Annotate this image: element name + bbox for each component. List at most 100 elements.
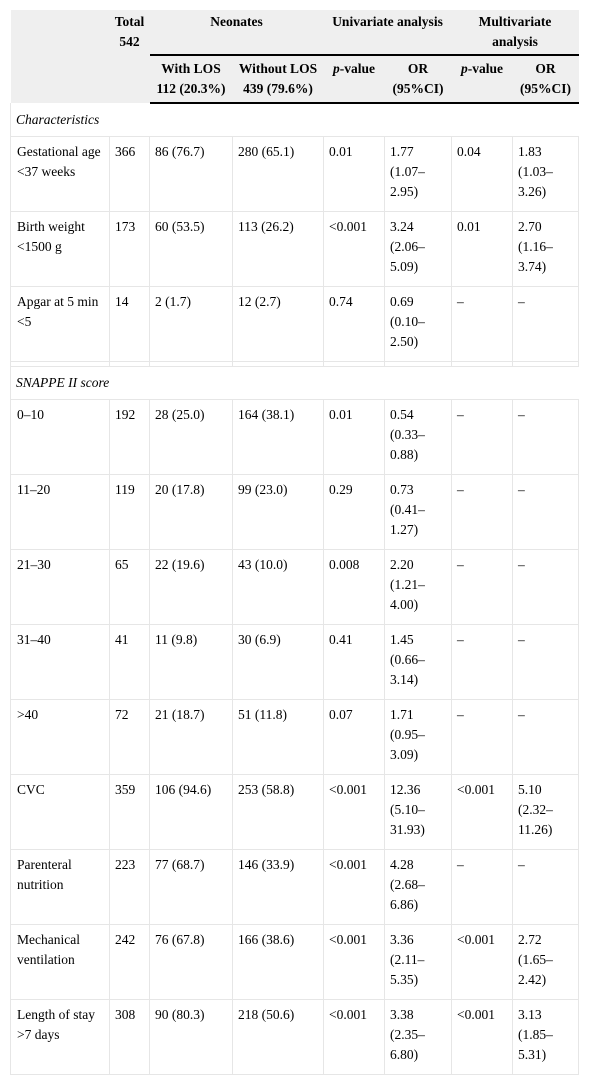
- cell-p-uni: 0.41: [323, 624, 385, 700]
- cell-or-multi: 1.83 (1.03–3.26): [512, 136, 580, 212]
- cell-with-los: 77 (68.7): [149, 849, 233, 925]
- table-row: Birth weight <1500 g 173 60 (53.5) 113 (…: [10, 211, 580, 287]
- cell-p-multi: <0.001: [451, 999, 514, 1075]
- header-blank: [10, 10, 110, 103]
- cell-p-multi: 0.04: [451, 136, 514, 212]
- spacer-cell: [323, 361, 385, 367]
- cell-p-multi: –: [451, 549, 514, 625]
- table-row: Length of stay >7 days 308 90 (80.3) 218…: [10, 999, 580, 1075]
- row-label: Mechanical ventilation: [10, 924, 110, 1000]
- cell-p-uni: 0.74: [323, 286, 385, 362]
- spacer-cell: [384, 361, 453, 367]
- cell-or-uni: 0.73 (0.41–1.27): [384, 474, 453, 550]
- cell-or-uni: 2.20 (1.21–4.00): [384, 549, 453, 625]
- cell-or-uni: 0.54 (0.33–0.88): [384, 399, 453, 475]
- cell-with-los: 76 (67.8): [149, 924, 233, 1000]
- header-with-los: With LOS 112 (20.3%): [149, 55, 233, 104]
- cell-or-uni: 3.38 (2.35–6.80): [384, 999, 453, 1075]
- spacer-cell: [149, 361, 233, 367]
- cell-p-uni: 0.008: [323, 549, 385, 625]
- header-without-los: Without LOS 439 (79.6%): [232, 55, 324, 104]
- row-label: 31–40: [10, 624, 110, 700]
- cell-total: 41: [109, 624, 150, 700]
- cell-total: 192: [109, 399, 150, 475]
- cell-with-los: 22 (19.6): [149, 549, 233, 625]
- section-row: Characteristics: [9, 103, 579, 137]
- cell-total: 242: [109, 924, 150, 1000]
- cell-or-multi: –: [512, 849, 580, 925]
- header-p-value-multi: p-value: [451, 55, 513, 104]
- spacer-cell: [109, 361, 150, 367]
- cell-without-los: 113 (26.2): [232, 211, 324, 287]
- cell-p-uni: <0.001: [323, 211, 385, 287]
- cell-without-los: 12 (2.7): [232, 286, 324, 362]
- cell-with-los: 20 (17.8): [149, 474, 233, 550]
- table-row: Gestational age <37 weeks 366 86 (76.7) …: [10, 136, 580, 212]
- row-label: Parenteral nutrition: [10, 849, 110, 925]
- row-label: Gestational age <37 weeks: [10, 136, 110, 212]
- cell-without-los: 43 (10.0): [232, 549, 324, 625]
- header-or-multi: OR (95%CI): [512, 55, 579, 104]
- table-row: Parenteral nutrition 223 77 (68.7) 146 (…: [10, 849, 580, 925]
- cell-or-uni: 1.77 (1.07–2.95): [384, 136, 453, 212]
- cell-total: 359: [109, 774, 150, 850]
- header-p-letter: p: [333, 61, 340, 76]
- row-label: Birth weight <1500 g: [10, 211, 110, 287]
- cell-or-multi: –: [512, 399, 580, 475]
- cell-p-uni: <0.001: [323, 924, 385, 1000]
- row-label: 11–20: [10, 474, 110, 550]
- spacer-row: [10, 361, 580, 367]
- cell-p-multi: <0.001: [451, 774, 514, 850]
- cell-or-uni: 3.24 (2.06–5.09): [384, 211, 453, 287]
- table-row: 11–20 119 20 (17.8) 99 (23.0) 0.29 0.73 …: [10, 474, 580, 550]
- cell-p-uni: 0.01: [323, 399, 385, 475]
- cell-or-multi: 3.13 (1.85–5.31): [512, 999, 580, 1075]
- cell-p-uni: <0.001: [323, 849, 385, 925]
- header-univariate: Univariate analysis: [323, 10, 452, 56]
- cell-with-los: 60 (53.5): [149, 211, 233, 287]
- row-label: 21–30: [10, 549, 110, 625]
- cell-or-multi: –: [512, 474, 580, 550]
- cell-total: 72: [109, 699, 150, 775]
- cell-with-los: 106 (94.6): [149, 774, 233, 850]
- cell-or-multi: 2.72 (1.65–2.42): [512, 924, 580, 1000]
- table-row: 21–30 65 22 (19.6) 43 (10.0) 0.008 2.20 …: [10, 549, 580, 625]
- cell-p-uni: 0.01: [323, 136, 385, 212]
- cell-total: 366: [109, 136, 150, 212]
- cell-or-uni: 12.36 (5.10–31.93): [384, 774, 453, 850]
- cell-total: 308: [109, 999, 150, 1075]
- header-p-suffix: -value: [339, 61, 375, 76]
- cell-with-los: 90 (80.3): [149, 999, 233, 1075]
- cell-with-los: 11 (9.8): [149, 624, 233, 700]
- cell-total: 173: [109, 211, 150, 287]
- cell-p-uni: <0.001: [323, 774, 385, 850]
- cell-total: 14: [109, 286, 150, 362]
- spacer-cell: [451, 361, 514, 367]
- header-p-letter: p: [461, 61, 468, 76]
- cell-or-uni: 4.28 (2.68–6.86): [384, 849, 453, 925]
- cell-p-multi: –: [451, 699, 514, 775]
- cell-p-uni: 0.07: [323, 699, 385, 775]
- cell-p-multi: –: [451, 399, 514, 475]
- results-table: Total 542 Neonates Univariate analysis M…: [9, 10, 580, 1075]
- cell-p-multi: <0.001: [451, 924, 514, 1000]
- cell-p-multi: –: [451, 849, 514, 925]
- table-row: CVC 359 106 (94.6) 253 (58.8) <0.001 12.…: [10, 774, 580, 850]
- cell-p-multi: –: [451, 474, 514, 550]
- spacer-cell: [232, 361, 324, 367]
- cell-total: 223: [109, 849, 150, 925]
- header-total: Total 542: [109, 10, 150, 103]
- cell-or-multi: –: [512, 624, 580, 700]
- row-label: Apgar at 5 min <5: [10, 286, 110, 362]
- cell-without-los: 218 (50.6): [232, 999, 324, 1075]
- cell-without-los: 253 (58.8): [232, 774, 324, 850]
- section-snappe: SNAPPE II score: [9, 366, 579, 400]
- cell-with-los: 86 (76.7): [149, 136, 233, 212]
- row-label: Length of stay >7 days: [10, 999, 110, 1075]
- cell-or-uni: 3.36 (2.11–5.35): [384, 924, 453, 1000]
- table-row: 0–10 192 28 (25.0) 164 (38.1) 0.01 0.54 …: [10, 399, 580, 475]
- cell-p-multi: –: [451, 624, 514, 700]
- header-total-n: 542: [119, 34, 140, 49]
- cell-without-los: 164 (38.1): [232, 399, 324, 475]
- cell-total: 119: [109, 474, 150, 550]
